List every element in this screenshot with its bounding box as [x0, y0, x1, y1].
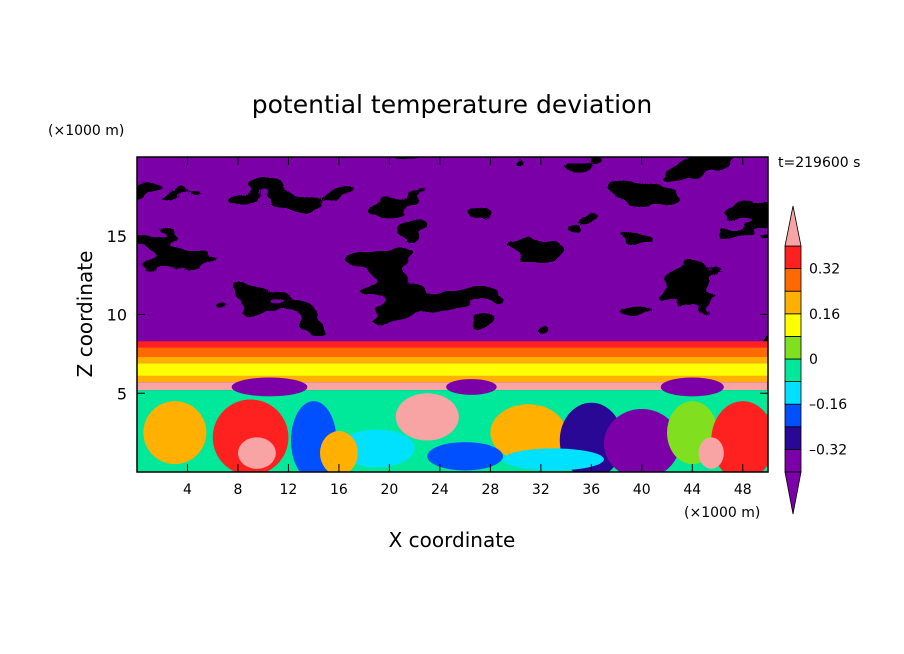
x-tick-label: 4 [183, 482, 192, 498]
x-unit-label: (×1000 m) [684, 505, 760, 521]
colorbar-segment [784, 448, 802, 473]
x-tick-label: 48 [734, 482, 752, 498]
colorbar-label: –0.32 [809, 442, 847, 458]
colorbar-extend-max [784, 205, 802, 247]
x-axis-label: X coordinate [389, 528, 516, 552]
chart-title: potential temperature deviation [252, 90, 652, 119]
y-tick-label: 5 [117, 384, 127, 403]
colorbar: 0.32 0.16 0 –0.16 –0.32 [784, 205, 847, 515]
x-tick-label: 12 [280, 482, 298, 498]
y-tick-label: 10 [107, 306, 127, 325]
colorbar-segment [784, 358, 802, 383]
x-tick-label: 36 [582, 482, 600, 498]
y-tick-label: 15 [107, 227, 127, 246]
y-axis: 5 10 15 [107, 227, 768, 403]
x-tick-label: 20 [380, 482, 398, 498]
x-tick-label: 16 [330, 482, 348, 498]
y-axis-label: Z coordinate [73, 251, 97, 378]
x-tick-label: 8 [233, 482, 242, 498]
y-unit-label: (×1000 m) [48, 123, 124, 139]
time-label: t=219600 s [778, 155, 860, 171]
x-tick-label: 24 [431, 482, 449, 498]
colorbar-segment [784, 335, 802, 360]
colorbar-segment [784, 290, 802, 315]
colorbar-segment [784, 313, 802, 337]
colorbar-segment [784, 381, 802, 405]
x-tick-label: 40 [633, 482, 651, 498]
colorbar-label: –0.16 [809, 397, 847, 413]
colorbar-label: 0 [809, 352, 818, 368]
colorbar-label: 0.32 [809, 262, 840, 278]
colorbar-extend-min [784, 471, 802, 515]
colorbar-segment [784, 403, 802, 428]
x-axis: 4 8 12 16 20 24 28 32 36 40 44 48 [183, 157, 752, 498]
colorbar-segment [784, 268, 802, 292]
x-tick-label: 32 [532, 482, 550, 498]
contour-field [137, 157, 768, 472]
colorbar-segment [784, 426, 802, 450]
colorbar-label: 0.16 [809, 307, 840, 323]
colorbar-segment [784, 245, 802, 270]
x-tick-label: 44 [683, 482, 701, 498]
x-tick-label: 28 [481, 482, 499, 498]
